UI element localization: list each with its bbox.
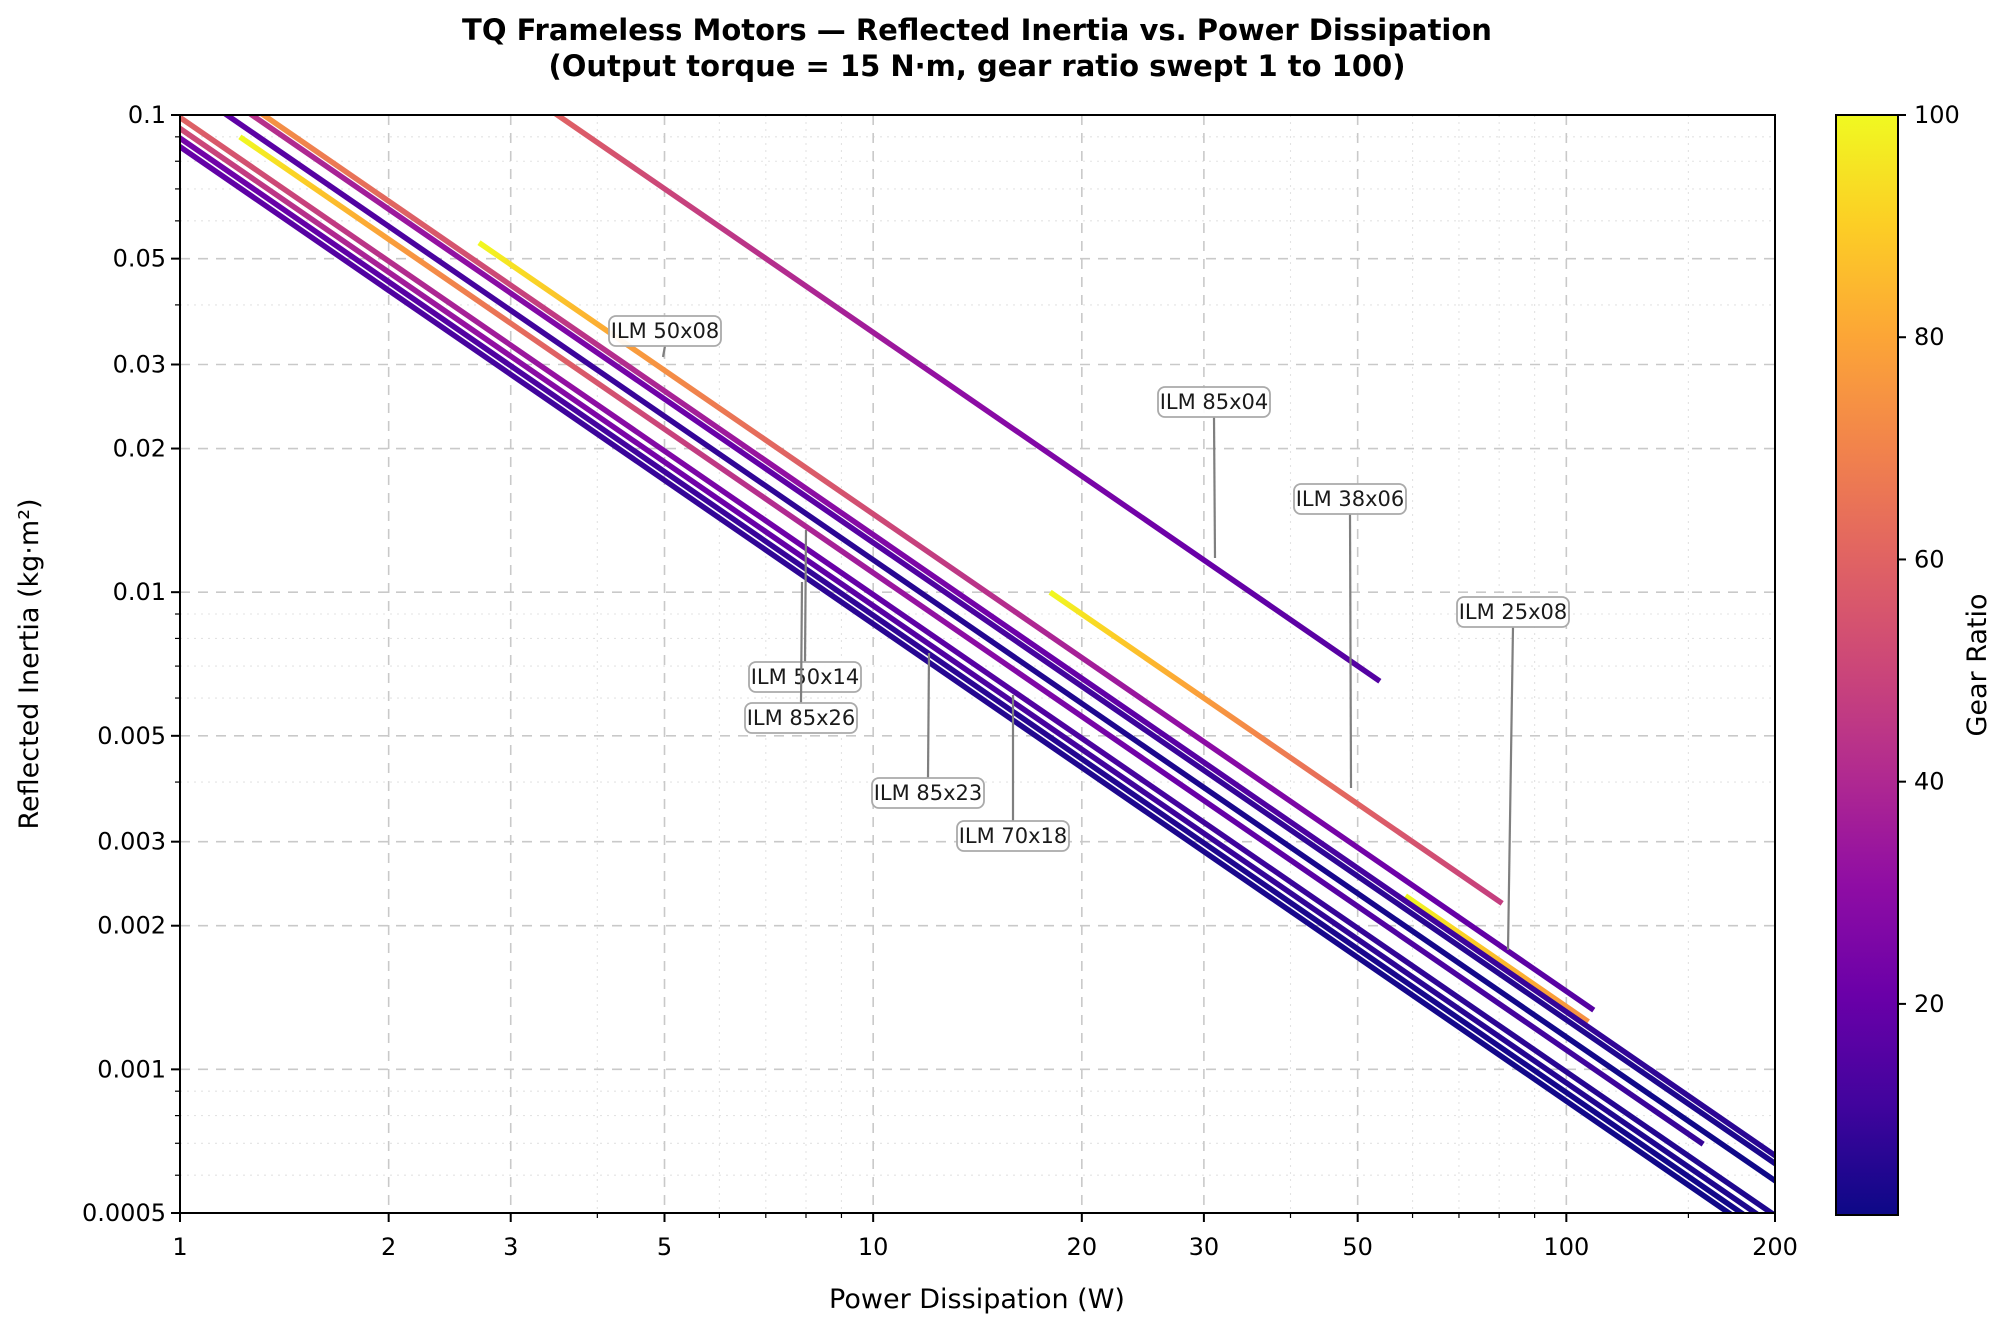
motor-annotations: ILM 50x08 ILM 85x04 ILM 38x06 ILM 25x08 ILM … <box>608 315 1570 951</box>
y-tick-label: 0.002 <box>97 912 166 940</box>
annotation-box <box>1157 386 1271 418</box>
annotation-label: ILM 85x26 <box>747 706 856 730</box>
x-tick-label: 1 <box>172 1233 187 1261</box>
y-tick-label: 0.05 <box>113 245 166 273</box>
annotation-box <box>956 820 1070 852</box>
annotation-box <box>871 777 985 809</box>
y-tick-label: 0.02 <box>113 435 166 463</box>
annotation-leader <box>926 652 931 779</box>
axis-ticks <box>171 114 1776 1222</box>
colorbar-tick-label: 20 <box>1914 990 1945 1018</box>
colorbar-tick-label: 40 <box>1914 768 1945 796</box>
x-tick-label: 30 <box>1189 1233 1220 1261</box>
axis-tick-labels: 1 2 3 5 10 20 30 50 100 200 0.1 0.05 0.03 0.02 0.01 0.0… <box>82 101 1798 1261</box>
x-tick-label: 3 <box>503 1233 518 1261</box>
annotation-box <box>608 315 722 347</box>
annotation-box <box>1293 483 1407 515</box>
x-tick-label: 10 <box>858 1233 889 1261</box>
y-tick-label: 0.001 <box>97 1055 166 1083</box>
annotation-leader <box>1212 416 1217 559</box>
motor-line-ilm-50x08 <box>477 240 1596 1013</box>
x-tick-label: 2 <box>381 1233 396 1261</box>
y-tick-label: 0.005 <box>97 722 166 750</box>
y-tick-label: 0.003 <box>97 828 166 856</box>
colorbar: 20 40 60 80 100 <box>1835 101 1960 1216</box>
annotation-leader <box>1506 626 1515 951</box>
motor-line-ilm-50x14 <box>238 134 1705 1147</box>
annotation-leader <box>799 581 804 704</box>
annotation-box <box>748 661 862 693</box>
x-axis-label: Power Dissipation (W) <box>829 1284 1125 1315</box>
y-tick-label: 0.1 <box>128 101 166 129</box>
annotation-leader <box>661 345 667 358</box>
motor-line-ilm-38x06 <box>1048 589 1504 906</box>
annotation-label: ILM 50x14 <box>751 665 860 689</box>
minor-gridlines <box>180 115 1775 1213</box>
y-tick-label: 0.03 <box>113 351 166 379</box>
y-axis-label: Reflected Inertia (kg·m²) <box>14 498 45 829</box>
motor-line-unlabeled <box>222 115 1775 1185</box>
annotation-box <box>744 702 858 734</box>
x-tick-label: 20 <box>1067 1233 1098 1261</box>
colorbar-label: Gear Ratio <box>1962 593 1993 736</box>
annotation-label: ILM 50x08 <box>611 319 720 343</box>
annotation-box <box>1456 596 1570 628</box>
x-tick-label: 100 <box>1543 1233 1589 1261</box>
annotation-leader <box>803 529 808 663</box>
x-tick-label: 5 <box>657 1233 672 1261</box>
chart-title-line1: TQ Frameless Motors — Reflected Inertia … <box>462 13 1492 47</box>
motor-line-unlabeled <box>258 115 1775 1159</box>
annotation-leader <box>1348 513 1353 789</box>
annotation-label: ILM 25x08 <box>1459 600 1568 624</box>
motor-line-ilm-25x08 <box>1403 893 1590 1025</box>
y-tick-label: 0.01 <box>113 578 166 606</box>
motor-line-ilm-85x04 <box>552 115 1382 684</box>
x-tick-label: 200 <box>1752 1233 1798 1261</box>
annotation-label: ILM 85x23 <box>874 781 983 805</box>
plot-frame <box>179 114 1776 1214</box>
colorbar-tick-label: 100 <box>1914 101 1960 129</box>
annotation-label: ILM 70x18 <box>959 824 1068 848</box>
colorbar-gradient <box>1835 114 1899 1216</box>
annotation-label: ILM 85x04 <box>1160 390 1269 414</box>
axes-spines <box>179 114 1776 1214</box>
colorbar-tick-label: 80 <box>1914 323 1945 351</box>
y-tick-label: 0.0005 <box>82 1199 166 1227</box>
annotation-label: ILM 38x06 <box>1296 487 1405 511</box>
colorbar-tick-label: 60 <box>1914 545 1945 573</box>
x-tick-label: 50 <box>1342 1233 1373 1261</box>
chart-title-line2: (Output torque = 15 N·m, gear ratio swep… <box>549 49 1406 83</box>
